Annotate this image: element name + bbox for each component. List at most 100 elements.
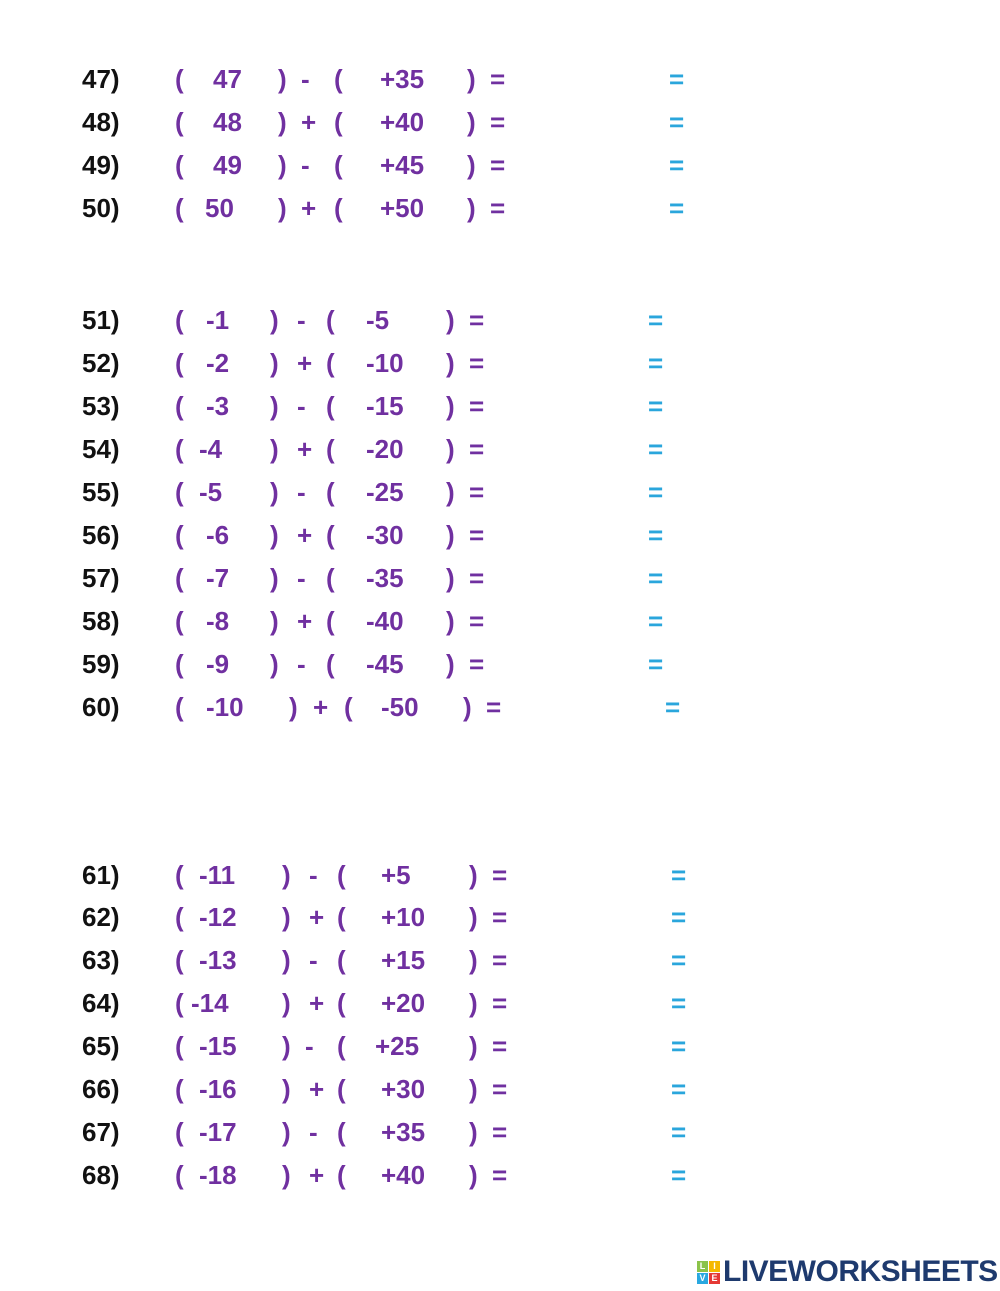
answer-equals-sign: = [648,477,664,507]
operator: - [297,649,306,679]
answer-equals-sign: = [648,520,664,550]
equals-sign: = [486,692,502,722]
first-operand: -3 [206,391,230,421]
operator: - [305,1031,314,1061]
first-operand: -9 [206,649,230,679]
open-paren: ( [337,1074,346,1104]
open-paren: ( [175,649,184,679]
operator: + [309,1074,325,1104]
close-paren: ) [446,348,455,378]
open-paren: ( [175,64,184,94]
close-paren: ) [469,988,478,1018]
close-paren: ) [467,193,476,223]
operator: + [297,434,313,464]
answer-equals-sign: = [671,902,687,932]
equals-sign: = [492,988,508,1018]
open-paren: ( [175,193,184,223]
open-paren: ( [326,563,335,593]
operator: - [297,563,306,593]
problem-number: 66) [82,1074,120,1104]
open-paren: ( [326,348,335,378]
open-paren: ( [337,1117,346,1147]
first-operand: 49 [213,150,242,180]
open-paren: ( [337,945,346,975]
problem-number: 55) [82,477,120,507]
close-paren: ) [289,692,298,722]
answer-equals-sign: = [671,1074,687,1104]
second-operand: +35 [381,1117,426,1147]
close-paren: ) [446,477,455,507]
open-paren: ( [337,1031,346,1061]
first-operand: -12 [199,902,237,932]
answer-equals-sign: = [671,1117,687,1147]
equals-sign: = [469,520,485,550]
open-paren: ( [175,348,184,378]
problem-number: 52) [82,348,120,378]
first-operand: 48 [213,107,242,137]
answer-equals-sign: = [648,305,664,335]
open-paren: ( [175,988,184,1018]
problem-number: 48) [82,107,120,137]
answer-equals-sign: = [669,193,685,223]
answer-equals-sign: = [671,988,687,1018]
close-paren: ) [270,649,279,679]
open-paren: ( [175,391,184,421]
open-paren: ( [175,434,184,464]
close-paren: ) [278,64,287,94]
open-paren: ( [175,563,184,593]
operator: + [301,193,317,223]
equals-sign: = [490,193,506,223]
open-paren: ( [326,434,335,464]
problem-number: 49) [82,150,120,180]
equals-sign: = [490,150,506,180]
first-operand: 47 [213,64,242,94]
open-paren: ( [326,391,335,421]
operator: - [297,391,306,421]
logo-letter: L [697,1260,708,1272]
close-paren: ) [467,150,476,180]
answer-equals-sign: = [671,1160,687,1190]
second-operand: +35 [380,64,425,94]
operator: - [309,1117,318,1147]
first-operand: -2 [206,348,230,378]
equals-sign: = [469,563,485,593]
first-operand: -8 [206,606,230,636]
second-operand: -30 [366,520,404,550]
problem-number: 60) [82,692,120,722]
open-paren: ( [337,988,346,1018]
close-paren: ) [278,193,287,223]
close-paren: ) [270,305,279,335]
second-operand: +40 [380,107,425,137]
logo-text: LIVEWORKSHEETS [723,1255,998,1288]
operator: - [297,477,306,507]
answer-equals-sign: = [648,606,664,636]
equals-sign: = [469,348,485,378]
equals-sign: = [492,1074,508,1104]
problem-number: 53) [82,391,120,421]
equals-sign: = [469,477,485,507]
operator: + [297,520,313,550]
problem-number: 58) [82,606,120,636]
open-paren: ( [175,902,184,932]
open-paren: ( [326,649,335,679]
operator: - [297,305,306,335]
close-paren: ) [469,1074,478,1104]
equals-sign: = [492,1031,508,1061]
equals-sign: = [469,606,485,636]
equals-sign: = [469,305,485,335]
close-paren: ) [446,649,455,679]
open-paren: ( [175,305,184,335]
second-operand: +50 [380,193,425,223]
operator: + [313,692,329,722]
second-operand: +10 [381,902,426,932]
close-paren: ) [446,391,455,421]
open-paren: ( [175,606,184,636]
equals-sign: = [492,945,508,975]
operator: + [297,606,313,636]
open-paren: ( [337,902,346,932]
open-paren: ( [175,945,184,975]
equals-sign: = [469,391,485,421]
equals-sign: = [469,649,485,679]
problem-number: 59) [82,649,120,679]
second-operand: -15 [366,391,404,421]
